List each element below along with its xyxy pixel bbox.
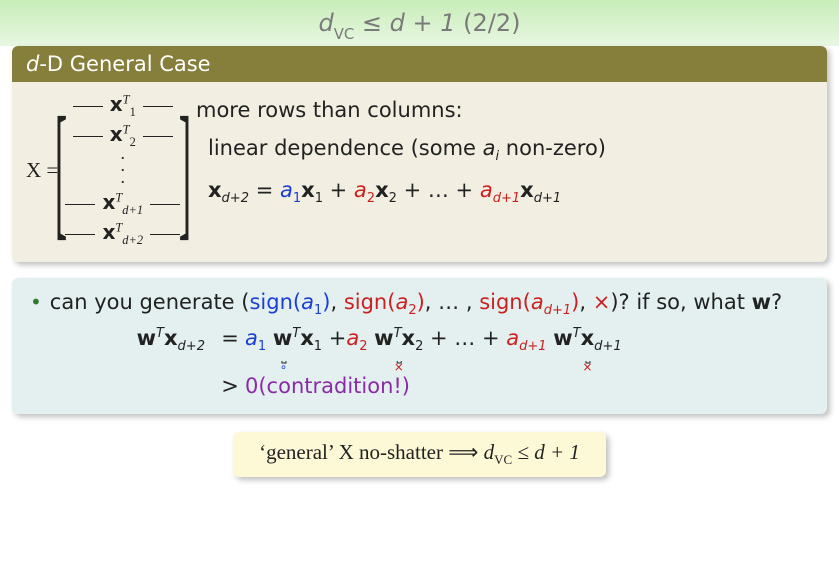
text-line: linear dependence (some ai non-zero) <box>196 136 813 164</box>
bullet-text: can you generate (sign(a1), sign(a2), … … <box>50 290 809 318</box>
underbrace: ⎵∘ <box>245 352 322 372</box>
theorem-block-body: X = [ xT1 xT2 ··· xTd+1 xTd+2 ] more row… <box>12 82 827 262</box>
matrix-vdots: ··· <box>120 152 126 188</box>
equation-row: wTxd+2 = a1 wTx1 ⎵∘ +a2 wTx2 ⎵× + … + ad… <box>30 326 809 372</box>
equation-term: wTxd+1 ⎵× <box>553 326 621 372</box>
title-rel: ≤ <box>362 9 390 37</box>
underbrace: ⎵× <box>553 352 621 372</box>
equation-op: = <box>215 326 245 350</box>
title-rhs: d + 1 <box>390 9 456 37</box>
matrix-row: xT1 <box>71 92 175 120</box>
equation-op: > <box>215 374 245 398</box>
dependence-equation: xd+2 = a1x1 + a2x2 + … + ad+1xd+1 <box>196 178 813 206</box>
bullet-item: • can you generate (sign(a1), sign(a2), … <box>30 290 809 318</box>
matrix-row: xTd+2 <box>63 220 182 248</box>
contradiction-text: 0(contradition!) <box>245 374 809 398</box>
conclusion-block: ‘general’ X no-shatter ⟹ dVC ≤ d + 1 <box>233 432 606 476</box>
theorem-block-title: d-D General Case <box>12 46 827 82</box>
theorem-block: d-D General Case X = [ xT1 xT2 ··· xTd+1… <box>12 46 827 262</box>
underbrace: ⎵× <box>374 352 423 372</box>
equation-term: wTx2 ⎵× <box>374 326 423 372</box>
equation-term: a1 wTx1 ⎵∘ <box>245 326 322 372</box>
theorem-right-text: more rows than columns: linear dependenc… <box>182 92 813 248</box>
slide-root: dVC ≤ d + 1 (2/2) d-D General Case X = [… <box>0 0 839 588</box>
bullet-icon: • <box>30 290 42 314</box>
title-var: d <box>318 9 333 37</box>
matrix-row: xT2 <box>71 122 175 150</box>
text-line: more rows than columns: <box>196 98 813 122</box>
matrix-rows: xT1 xT2 ··· xTd+1 xTd+2 <box>57 92 188 248</box>
matrix-lhs: X <box>26 158 41 183</box>
slide-title: dVC ≤ d + 1 (2/2) <box>0 0 839 46</box>
matrix-row: xTd+1 <box>63 190 182 218</box>
equation-rhs: a1 wTx1 ⎵∘ +a2 wTx2 ⎵× + … + ad+1 wTxd+1… <box>245 326 809 372</box>
equation-row: > 0(contradition!) <box>30 374 809 398</box>
example-block: • can you generate (sign(a1), sign(a2), … <box>12 278 827 414</box>
proof-equation: wTxd+2 = a1 wTx1 ⎵∘ +a2 wTx2 ⎵× + … + ad… <box>30 326 809 398</box>
left-bracket-icon: [ <box>54 95 66 245</box>
equation-lhs: wTxd+2 <box>30 326 215 354</box>
title-counter: (2/2) <box>463 9 520 37</box>
title-sub: VC <box>334 25 355 43</box>
right-bracket-icon: ] <box>179 95 191 245</box>
matrix-definition: X = [ xT1 xT2 ··· xTd+1 xTd+2 ] <box>26 92 182 248</box>
